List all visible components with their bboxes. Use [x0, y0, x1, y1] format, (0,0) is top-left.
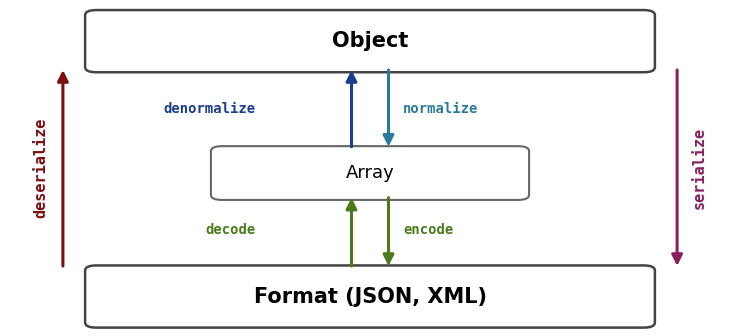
Text: encode: encode: [403, 223, 454, 237]
Text: denormalize: denormalize: [164, 102, 255, 116]
FancyBboxPatch shape: [211, 146, 529, 200]
Text: Format (JSON, XML): Format (JSON, XML): [254, 287, 486, 306]
Text: Array: Array: [346, 164, 394, 182]
Text: normalize: normalize: [403, 102, 479, 116]
Text: deserialize: deserialize: [33, 118, 48, 218]
FancyBboxPatch shape: [85, 10, 655, 72]
Text: decode: decode: [205, 223, 255, 237]
FancyBboxPatch shape: [85, 265, 655, 328]
Text: serialize: serialize: [692, 127, 707, 209]
Text: Object: Object: [332, 31, 408, 51]
